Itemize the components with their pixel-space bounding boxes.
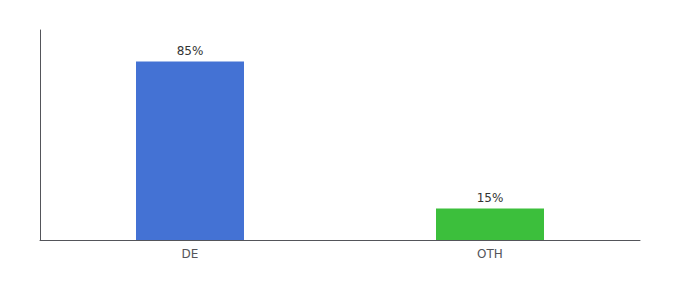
svg-text:DE: DE (182, 247, 199, 261)
svg-text:85%: 85% (177, 44, 204, 58)
svg-text:15%: 15% (477, 191, 504, 205)
svg-text:OTH: OTH (477, 247, 503, 261)
